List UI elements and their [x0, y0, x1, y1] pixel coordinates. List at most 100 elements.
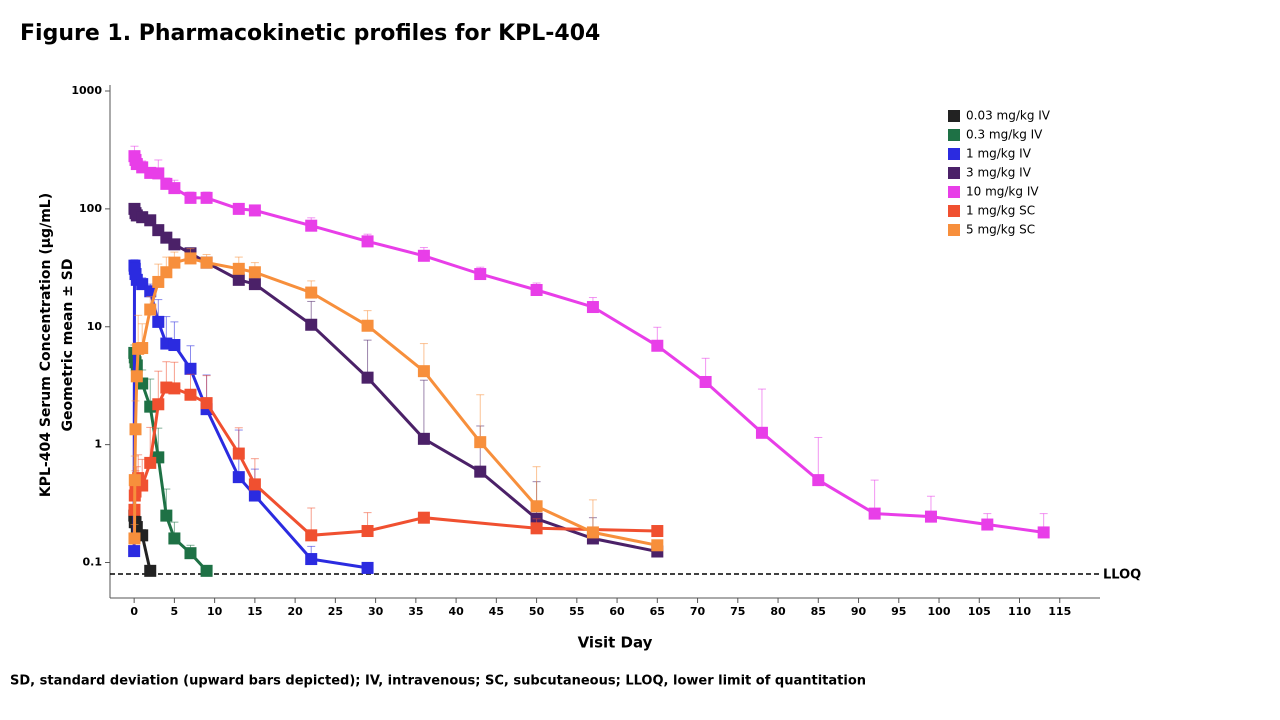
x-tick-label: 30 [368, 605, 384, 618]
chart-title: Figure 1. Pharmacokinetic profiles for K… [20, 21, 600, 46]
marker [651, 525, 664, 538]
marker [924, 510, 937, 523]
marker [144, 564, 157, 577]
y-tick-label: 10 [87, 320, 103, 333]
x-tick-label: 75 [730, 605, 745, 618]
marker [361, 319, 374, 332]
marker [417, 432, 430, 445]
legend-label: 10 mg/kg IV [966, 185, 1039, 199]
y-tick-label: 100 [79, 202, 102, 215]
marker [160, 509, 173, 522]
legend-swatch [948, 186, 960, 198]
x-tick-label: 50 [529, 605, 545, 618]
marker [128, 474, 141, 487]
marker [305, 553, 318, 566]
x-tick-label: 35 [408, 605, 423, 618]
legend-swatch [948, 148, 960, 160]
marker [755, 426, 768, 439]
x-tick-label: 45 [489, 605, 504, 618]
legend-label: 3 mg/kg IV [966, 166, 1032, 180]
marker [586, 301, 599, 314]
marker [248, 204, 261, 217]
marker [248, 489, 261, 502]
marker [200, 256, 213, 269]
y-tick-label: 1000 [71, 84, 102, 97]
marker [305, 529, 318, 542]
marker [248, 278, 261, 291]
marker [305, 286, 318, 299]
marker [152, 167, 165, 180]
marker [361, 235, 374, 248]
x-tick-label: 115 [1048, 605, 1071, 618]
marker [129, 423, 142, 436]
marker [232, 273, 245, 286]
marker [144, 214, 157, 227]
y-tick-label: 1 [94, 438, 102, 451]
x-tick-label: 95 [891, 605, 906, 618]
marker [699, 375, 712, 388]
marker [232, 262, 245, 275]
marker [530, 284, 543, 297]
y-axis-label: Geometric mean ± SD [60, 259, 76, 432]
footnote: SD, standard deviation (upward bars depi… [10, 674, 866, 689]
marker [651, 539, 664, 552]
marker [248, 478, 261, 491]
marker [305, 219, 318, 232]
x-tick-label: 105 [968, 605, 991, 618]
x-tick-label: 65 [650, 605, 665, 618]
legend-swatch [948, 129, 960, 141]
x-tick-label: 25 [328, 605, 343, 618]
marker [136, 342, 149, 355]
marker [200, 397, 213, 410]
marker [168, 339, 181, 352]
marker [130, 370, 143, 383]
marker [232, 202, 245, 215]
marker [184, 252, 197, 265]
y-tick-label: 0.1 [83, 556, 103, 569]
marker [361, 561, 374, 574]
marker [144, 303, 157, 316]
marker [144, 456, 157, 469]
x-tick-label: 20 [287, 605, 303, 618]
marker [305, 318, 318, 331]
marker [417, 511, 430, 524]
legend-label: 5 mg/kg SC [966, 223, 1035, 237]
marker [160, 266, 173, 279]
legend-label: 0.03 mg/kg IV [966, 109, 1051, 123]
y-axis-label: KPL-404 Serum Concentration (µg/mL) [38, 193, 54, 497]
marker [168, 256, 181, 269]
marker [168, 238, 181, 251]
marker [128, 545, 141, 558]
marker [168, 532, 181, 545]
marker [152, 275, 165, 288]
x-tick-label: 55 [569, 605, 584, 618]
marker [184, 362, 197, 375]
marker [128, 532, 141, 545]
marker [812, 474, 825, 487]
marker [232, 471, 245, 484]
marker [361, 525, 374, 538]
x-tick-label: 40 [448, 605, 464, 618]
marker [361, 371, 374, 384]
x-tick-label: 85 [811, 605, 826, 618]
reference-label: LLOQ [1103, 567, 1141, 582]
marker [651, 339, 664, 352]
x-tick-label: 0 [130, 605, 138, 618]
marker [232, 447, 245, 460]
marker [248, 266, 261, 279]
x-tick-label: 90 [851, 605, 867, 618]
legend-label: 0.3 mg/kg IV [966, 128, 1043, 142]
marker [868, 507, 881, 520]
marker [152, 398, 165, 411]
marker [417, 365, 430, 378]
x-tick-label: 5 [171, 605, 179, 618]
legend-swatch [948, 110, 960, 122]
marker [530, 500, 543, 513]
x-axis-label: Visit Day [578, 634, 653, 652]
marker [1037, 526, 1050, 539]
x-tick-label: 80 [770, 605, 786, 618]
marker [200, 191, 213, 204]
legend-swatch [948, 205, 960, 217]
